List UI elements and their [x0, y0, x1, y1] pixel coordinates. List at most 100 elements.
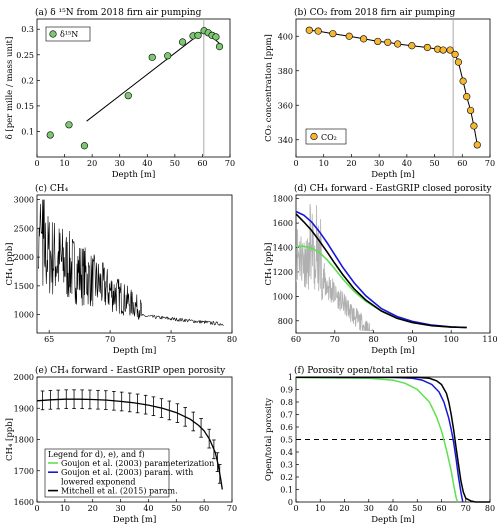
chart-title: (c) CH₄: [35, 183, 69, 194]
y-tick-label: 1800: [14, 436, 34, 445]
x-axis-label: Depth [m]: [113, 515, 157, 525]
y-tick-label: 0.2: [21, 76, 34, 85]
x-tick-label: 80: [369, 335, 379, 344]
x-tick-label: 50: [429, 159, 439, 168]
data-point: [473, 141, 481, 149]
legend-label: Goujon et al. (2003) param. with: [61, 468, 193, 477]
y-tick-label: 400: [278, 32, 293, 41]
y-tick-label: 380: [278, 67, 293, 76]
y-tick-label: 0.1: [280, 486, 293, 495]
y-tick-label: 1900: [14, 404, 34, 413]
data-point: [194, 31, 202, 39]
y-tick-label: 1400: [273, 244, 293, 253]
y-tick-label: 0.9: [280, 386, 293, 395]
data-point: [446, 46, 454, 54]
legend-box: [45, 26, 91, 42]
data-point: [463, 93, 471, 101]
x-tick-label: 70: [461, 504, 471, 513]
y-axis-label: CH₄ [ppb]: [5, 418, 15, 461]
y-tick-label: 0.1: [21, 127, 34, 136]
x-tick-label: 60: [199, 504, 209, 513]
y-tick-label: 2000: [14, 253, 34, 262]
y-axis-label: Open/total porosity: [264, 398, 274, 481]
y-tick-label: 2500: [14, 224, 34, 233]
y-tick-label: 1000: [14, 311, 34, 320]
porosity-curve: [295, 376, 490, 503]
data-point: [423, 43, 431, 52]
x-tick-label: 10: [60, 504, 70, 513]
y-tick-label: 0.15: [16, 102, 34, 111]
x-axis-label: Depth [m]: [113, 346, 157, 356]
data-point: [394, 40, 402, 48]
chart-title: (f) Porosity open/total ratio: [294, 365, 418, 376]
chart-title: (d) CH₄ forward - EastGRIP closed porosi…: [294, 183, 492, 194]
porosity-curve: [295, 376, 459, 503]
legend-label: Goujon et al. (2003) parameterization: [61, 459, 214, 468]
model-curve: [295, 213, 467, 329]
data-point: [314, 27, 322, 35]
x-tick-label: 30: [115, 504, 125, 513]
x-tick-label: 40: [402, 159, 412, 168]
x-tick-label: 65: [44, 335, 54, 344]
y-tick-label: 0.7: [280, 411, 293, 420]
data-point: [215, 42, 224, 51]
x-tick-label: 80: [227, 335, 237, 344]
data-point: [46, 131, 54, 139]
data-point: [124, 92, 132, 100]
plot-frame: [295, 18, 491, 158]
y-tick-label: 1200: [273, 268, 293, 277]
legend-title: Legend for d), e), and f): [48, 450, 145, 459]
x-tick-label: 20: [88, 504, 98, 513]
data-point: [329, 30, 337, 38]
data-point: [164, 52, 172, 60]
x-tick-label: 90: [407, 335, 417, 344]
x-tick-label: 0: [34, 504, 39, 513]
x-tick-label: 70: [485, 159, 495, 168]
y-tick-label: 3000: [14, 196, 34, 205]
data-point: [467, 106, 475, 115]
y-tick-label: 1500: [14, 282, 34, 291]
y-tick-label: 0.2: [280, 473, 293, 482]
y-axis-label: CH₄ [ppb]: [5, 243, 15, 286]
y-tick-label: 800: [278, 317, 293, 326]
x-tick-label: 70: [105, 335, 115, 344]
x-tick-label: 70: [227, 504, 237, 513]
x-tick-label: 20: [339, 504, 349, 513]
x-tick-label: 60: [291, 335, 301, 344]
data-point: [470, 122, 478, 130]
legend-label: lowered exponend: [61, 477, 136, 486]
x-axis-label: Depth [m]: [371, 515, 415, 525]
y-tick-label: 1600: [14, 498, 34, 507]
data-point: [65, 121, 73, 129]
legend-marker: [310, 132, 318, 141]
x-tick-label: 50: [171, 504, 181, 513]
x-tick-label: 80: [485, 504, 495, 513]
x-tick-label: 30: [364, 504, 374, 513]
plot-frame: [36, 18, 231, 158]
legend-marker: [49, 30, 57, 38]
y-tick-label: 0.4: [280, 448, 293, 457]
x-tick-label: 50: [170, 159, 180, 168]
data-point: [360, 35, 368, 43]
porosity-curve: [295, 376, 464, 503]
data-point: [451, 50, 459, 58]
y-axis-label: CO₂ concentration [ppm]: [264, 34, 274, 142]
y-tick-label: 360: [278, 101, 293, 110]
x-tick-label: 60: [197, 159, 207, 168]
x-tick-label: 40: [388, 504, 398, 513]
legend-label: CO₂: [321, 133, 337, 142]
data-point: [345, 32, 353, 40]
x-tick-label: 50: [412, 504, 422, 513]
plot-frame: [36, 194, 233, 334]
x-tick-label: 60: [457, 159, 467, 168]
x-tick-label: 0: [293, 159, 298, 168]
x-tick-label: 60: [436, 504, 446, 513]
x-axis-label: Depth [m]: [112, 170, 156, 180]
y-tick-label: 0.3: [280, 461, 293, 470]
y-tick-label: 0.6: [280, 423, 293, 432]
ch4-record: [37, 199, 224, 326]
x-axis-label: Depth [m]: [371, 346, 415, 356]
y-tick-label: 0.3: [21, 25, 34, 34]
measured-ch4: [296, 204, 374, 331]
y-tick-label: 1000: [273, 292, 293, 301]
